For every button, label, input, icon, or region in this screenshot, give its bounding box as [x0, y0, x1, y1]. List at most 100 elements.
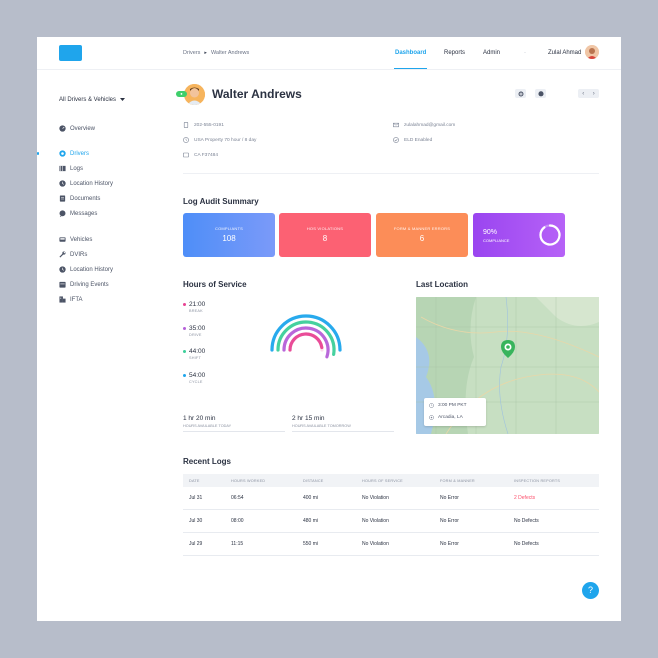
- cell-date: Jul 31: [189, 495, 203, 501]
- cycle-info: USA Property 70 hour / 8 day: [183, 137, 256, 143]
- last-location-title: Last Location: [416, 280, 469, 289]
- next-driver-button[interactable]: ›: [592, 90, 595, 97]
- cell-hours-of-service: No Violation: [362, 495, 389, 501]
- sidebar-active-marker: [37, 152, 39, 155]
- hos-drive-item: 35:00 DRIVE: [183, 325, 205, 337]
- cell-hours-worked: 11:15: [231, 541, 244, 547]
- column-date[interactable]: DATE: [189, 478, 200, 483]
- compliants-card[interactable]: COMPLIANTS 108: [183, 213, 275, 257]
- location-place: Arcadia, LA: [438, 415, 463, 420]
- shift-dot: [183, 350, 186, 353]
- sidebar-item-drivers[interactable]: Drivers: [59, 150, 89, 157]
- table-row[interactable]: Jul 30 08:00 480 mi No Violation No Erro…: [183, 510, 599, 533]
- breadcrumb-current: Walter Andrews: [210, 50, 250, 56]
- table-row[interactable]: Jul 29 11:15 550 mi No Violation No Erro…: [183, 533, 599, 556]
- map-info-card: 3:00 PM PKT Arcadia, LA: [424, 398, 486, 426]
- nav-admin[interactable]: Admin: [483, 50, 501, 56]
- drive-time: 35:00: [189, 325, 206, 332]
- sidebar-item-location-history[interactable]: Location History: [59, 180, 113, 187]
- app-window: Drivers ▸ Walter Andrews Dashboard Repor…: [37, 37, 621, 621]
- sidebar-item-label: Driving Events: [70, 281, 109, 288]
- app-logo[interactable]: [59, 45, 82, 61]
- help-button[interactable]: ?: [582, 582, 599, 599]
- sidebar-item-messages[interactable]: Messages: [59, 210, 97, 217]
- breadcrumb-drivers[interactable]: Drivers: [183, 50, 201, 56]
- eld-info: ELD Enabled: [393, 137, 432, 143]
- sidebar-item-documents[interactable]: Documents: [59, 195, 100, 202]
- fleet-select-label: All Drivers & Vehicles: [59, 97, 117, 103]
- license-text: CA F37484: [194, 152, 219, 158]
- break-time: 21:00: [189, 301, 206, 308]
- column-inspection-reports[interactable]: INSPECTION REPORTS: [514, 478, 561, 483]
- nav-more[interactable]: ·: [524, 50, 526, 56]
- user-avatar[interactable]: [585, 45, 599, 59]
- hos-arc-drive: [282, 326, 330, 359]
- sidebar-item-ifta[interactable]: IFTA: [59, 296, 83, 303]
- cell-distance: 480 mi: [303, 518, 319, 524]
- sidebar-item-vehicles[interactable]: Vehicles: [59, 236, 92, 243]
- column-hours-worked[interactable]: HOURS WORKED: [231, 478, 266, 483]
- card-value: 6: [419, 234, 425, 243]
- cell-distance: 550 mi: [303, 541, 319, 547]
- column-hours-of-service[interactable]: HOURS OF SERVICE: [362, 478, 403, 483]
- logs-icon: [59, 165, 66, 172]
- mail-icon: [393, 122, 399, 128]
- available-today: 1 hr 20 min HOURS AVAILABLE TODAY: [183, 415, 285, 432]
- hos-break-item: 21:00 BREAK: [183, 301, 205, 313]
- clock-icon: [429, 403, 434, 408]
- break-label: BREAK: [189, 309, 203, 313]
- drive-label: DRIVE: [189, 333, 202, 337]
- nav-reports[interactable]: Reports: [444, 50, 466, 56]
- cell-inspection-defects[interactable]: 2 Defects: [514, 495, 536, 501]
- driver-name: Walter Andrews: [212, 87, 302, 101]
- cell-hours-of-service: No Violation: [362, 541, 389, 547]
- profile-divider: [183, 173, 599, 174]
- sidebar-item-overview[interactable]: Overview: [59, 125, 95, 132]
- sidebar-item-label: Messages: [70, 210, 98, 217]
- sidebar-item-driving-events[interactable]: Driving Events: [59, 281, 109, 288]
- recent-logs-title: Recent Logs: [183, 457, 232, 466]
- sidebar-item-logs[interactable]: Logs: [59, 165, 83, 172]
- location-time: 3:00 PM PKT: [438, 403, 467, 408]
- table-row[interactable]: Jul 31 06:54 400 mi No Violation No Erro…: [183, 487, 599, 510]
- cell-hours-worked: 08:00: [231, 518, 244, 524]
- cell-distance: 400 mi: [303, 495, 319, 501]
- column-form-manner[interactable]: FORM & MANNER: [440, 478, 475, 483]
- drivers-icon: [59, 150, 66, 157]
- location-map[interactable]: 3:00 PM PKT Arcadia, LA: [416, 297, 599, 434]
- cell-hours-worked: 06:54: [231, 495, 244, 501]
- compliance-ring: [539, 224, 561, 246]
- sidebar-item-dvirs[interactable]: DVIRs: [59, 251, 87, 258]
- cell-form-manner: No Error: [440, 495, 459, 501]
- hos-violations-card[interactable]: HOS VIOLATIONS 8: [279, 213, 371, 257]
- compliance-card[interactable]: 90% COMPLIANCE: [473, 213, 565, 257]
- settings-button[interactable]: [515, 89, 526, 98]
- compliance-ring-fill: [539, 224, 561, 246]
- phone-info: 202-555-0191: [183, 122, 224, 128]
- sidebar-item-label: Drivers: [70, 150, 89, 157]
- dashboard-icon: [59, 125, 66, 132]
- cell-form-manner: No Error: [440, 518, 459, 524]
- hos-shift-item: 44:00 SHIFT: [183, 348, 205, 360]
- user-name[interactable]: Zulal Ahmad: [548, 50, 582, 56]
- available-tomorrow-label: HOURS AVAILABLE TOMORROW: [292, 424, 351, 428]
- cell-date: Jul 30: [189, 518, 203, 524]
- shift-time: 44:00: [189, 348, 206, 355]
- previous-driver-button[interactable]: ‹: [582, 90, 585, 97]
- card-value: 8: [322, 234, 328, 243]
- column-distance[interactable]: DISTANCE: [303, 478, 324, 483]
- email-text: zulalahmad@gmail.com: [404, 122, 456, 128]
- chat-icon: [537, 90, 544, 96]
- wrench-icon: [59, 251, 66, 258]
- message-button[interactable]: [535, 89, 546, 98]
- fleet-select[interactable]: All Drivers & Vehicles: [59, 97, 126, 103]
- form-manner-errors-card[interactable]: FORM & MANNER ERRORS 6: [376, 213, 468, 257]
- nav-dashboard[interactable]: Dashboard: [395, 50, 427, 56]
- sidebar-item-location-history-vehicles[interactable]: Location History: [59, 266, 113, 273]
- vehicle-icon: [59, 237, 66, 242]
- clock-icon: [183, 137, 189, 143]
- map-pin-icon[interactable]: [500, 340, 516, 358]
- location-history-icon: [59, 266, 66, 273]
- messages-icon: [59, 210, 66, 217]
- hos-radial-chart: [270, 314, 342, 359]
